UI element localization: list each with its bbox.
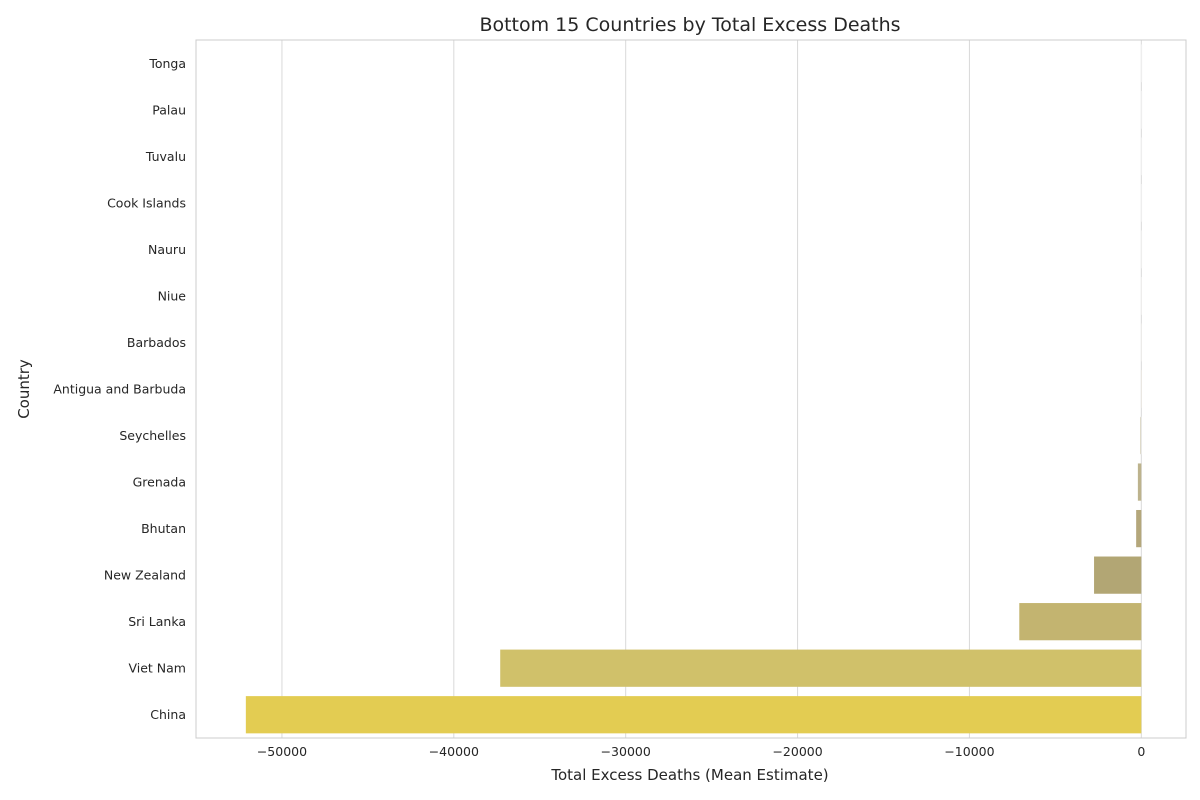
plot-frame [195, 39, 1187, 739]
bar [1137, 463, 1142, 501]
y-tick-label: Viet Nam [128, 661, 186, 676]
x-tick-labels: −50000 −40000 −30000 −20000 −10000 0 [257, 744, 1146, 759]
y-tick-label: Palau [152, 102, 186, 117]
bar [1019, 603, 1142, 641]
y-tick-label: Antigua and Barbuda [53, 382, 186, 397]
chart-title: Bottom 15 Countries by Total Excess Deat… [479, 14, 900, 36]
x-tick-label: 0 [1137, 744, 1145, 759]
y-tick-labels: Tonga Palau Tuvalu Cook Islands Nauru Niue Bar… [53, 56, 186, 722]
y-tick-label: Seychelles [119, 428, 186, 443]
y-tick-label: Cook Islands [107, 195, 186, 210]
x-axis-label: Total Excess Deaths (Mean Estimate) [550, 766, 828, 784]
bar [1140, 137, 1143, 176]
x-tick-label: −40000 [429, 744, 479, 759]
bar [1094, 556, 1142, 594]
bar [245, 696, 1142, 734]
y-tick-label: Grenada [133, 475, 186, 490]
y-tick-label: New Zealand [104, 568, 186, 583]
y-tick-label: Nauru [148, 242, 186, 257]
y-axis-label: Country [15, 359, 33, 419]
bar [1140, 230, 1143, 269]
x-tick-label: −30000 [601, 744, 651, 759]
bar [1136, 509, 1142, 548]
bar [1140, 277, 1143, 315]
bar [1141, 90, 1143, 129]
y-tick-label: Niue [158, 288, 187, 303]
y-tick-label: Tuvalu [145, 149, 186, 164]
y-tick-label: Bhutan [141, 521, 186, 536]
bar [500, 649, 1142, 687]
y-tick-label: China [150, 707, 186, 722]
bar [1140, 370, 1142, 408]
x-tick-label: −50000 [257, 744, 307, 759]
y-tick-label: Barbados [127, 335, 186, 350]
grid-layer [281, 40, 1142, 738]
y-tick-label: Tonga [148, 56, 186, 71]
bar [1140, 184, 1143, 222]
bar [1140, 323, 1142, 362]
bar [1141, 44, 1143, 83]
x-tick-label: −20000 [772, 744, 822, 759]
x-tick-label: −10000 [944, 744, 994, 759]
bar-layer [245, 44, 1143, 734]
y-tick-label: Sri Lanka [128, 614, 186, 629]
bar [1140, 416, 1142, 455]
